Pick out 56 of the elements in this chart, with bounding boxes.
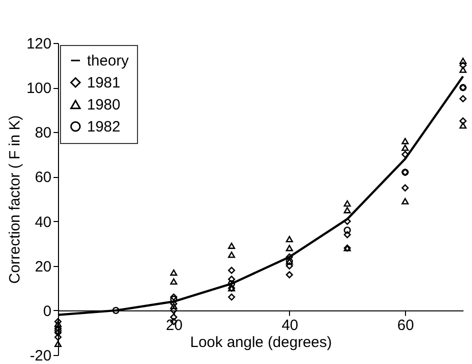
point: [402, 138, 409, 144]
y-axis-title: Correction factor ( F in K): [6, 115, 24, 284]
point: [402, 198, 409, 204]
point: [459, 117, 467, 125]
point: [54, 320, 62, 327]
point: [54, 318, 62, 326]
legend-label: 1981: [87, 74, 120, 92]
point: [402, 184, 409, 192]
point: [459, 58, 467, 64]
point: [344, 218, 351, 225]
y-tick-label: 120: [26, 36, 52, 52]
point: [344, 231, 351, 238]
point: [286, 253, 293, 261]
point: [402, 144, 409, 151]
point: [228, 276, 236, 283]
point: [459, 122, 467, 129]
point: [286, 271, 293, 278]
point: [286, 236, 293, 242]
point: [459, 66, 467, 73]
point: [170, 300, 178, 308]
point: [286, 262, 293, 270]
y-tick-label: 40: [34, 214, 52, 231]
point: [228, 242, 236, 249]
point: [112, 306, 120, 314]
point: [459, 62, 467, 69]
point: [344, 206, 351, 214]
x-axis-title: Look angle (degrees): [190, 334, 332, 351]
point: [228, 266, 236, 274]
point: [344, 226, 351, 234]
point: [170, 269, 178, 276]
point: [228, 252, 236, 258]
x-tick-label: 40: [282, 316, 298, 334]
point: [170, 278, 178, 285]
point: [286, 244, 293, 252]
y-tick-label: 60: [34, 169, 52, 186]
x-tick-label: 60: [397, 316, 414, 334]
y-tick-label: 100: [26, 80, 52, 98]
y-tick-label: 20: [34, 258, 52, 276]
point: [170, 302, 178, 310]
point: [170, 293, 178, 301]
point: [228, 280, 236, 288]
point: [54, 334, 62, 341]
point: [54, 326, 62, 334]
point: [344, 200, 351, 207]
point: [170, 296, 178, 303]
point: [170, 306, 178, 314]
legend-label: theory: [87, 52, 130, 70]
legend-label: 1982: [87, 118, 120, 136]
point: [54, 340, 62, 348]
y-tick-label: -20: [30, 348, 52, 364]
point: [228, 293, 236, 301]
y-tick-label: 0: [43, 302, 52, 320]
y-tick-label: 80: [34, 124, 52, 142]
point: [402, 150, 409, 158]
point: [459, 95, 467, 102]
legend-label: 1980: [87, 96, 120, 114]
